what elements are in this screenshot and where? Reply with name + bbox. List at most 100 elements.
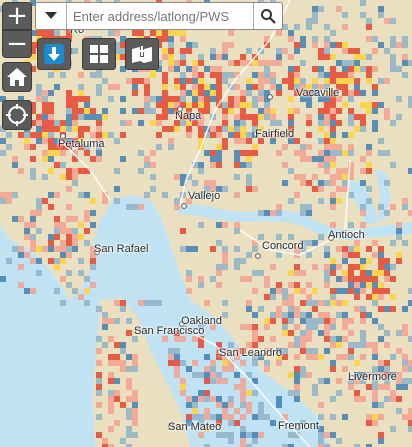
risk-cell bbox=[126, 318, 132, 324]
risk-cell bbox=[48, 234, 54, 240]
risk-cell bbox=[300, 330, 306, 336]
risk-cell bbox=[372, 354, 378, 360]
risk-cell bbox=[372, 294, 378, 300]
risk-cell bbox=[342, 84, 348, 90]
risk-cell bbox=[66, 174, 72, 180]
risk-cell bbox=[204, 102, 210, 108]
risk-cell bbox=[300, 318, 306, 324]
risk-cell bbox=[162, 102, 168, 108]
risk-cell bbox=[240, 276, 246, 282]
risk-cell bbox=[210, 396, 216, 402]
risk-cell bbox=[354, 60, 360, 66]
risk-cell bbox=[192, 60, 198, 66]
risk-cell bbox=[318, 438, 324, 444]
risk-cell bbox=[270, 78, 276, 84]
risk-cell bbox=[48, 156, 54, 162]
risk-cell bbox=[54, 222, 60, 228]
risk-cell bbox=[330, 156, 336, 162]
risk-cell bbox=[330, 162, 336, 168]
risk-cell bbox=[258, 402, 264, 408]
search-type-dropdown[interactable] bbox=[36, 3, 67, 29]
risk-cell bbox=[360, 90, 366, 96]
risk-cell bbox=[204, 354, 210, 360]
risk-cell bbox=[84, 102, 90, 108]
zoom-in-button[interactable]: + bbox=[2, 2, 32, 30]
risk-cell bbox=[246, 372, 252, 378]
basemap-gallery-button[interactable] bbox=[82, 38, 116, 70]
risk-cell bbox=[288, 312, 294, 318]
download-button[interactable] bbox=[37, 38, 71, 70]
search-button[interactable] bbox=[253, 3, 282, 29]
risk-cell bbox=[234, 96, 240, 102]
risk-cell bbox=[36, 96, 42, 102]
risk-cell bbox=[186, 102, 192, 108]
risk-cell bbox=[390, 276, 396, 282]
risk-cell bbox=[318, 186, 324, 192]
risk-cell bbox=[312, 66, 318, 72]
risk-cell bbox=[48, 72, 54, 78]
risk-cell bbox=[234, 192, 240, 198]
locate-button[interactable] bbox=[2, 100, 32, 130]
risk-cell bbox=[318, 354, 324, 360]
home-button[interactable] bbox=[2, 62, 32, 92]
risk-cell bbox=[156, 132, 162, 138]
risk-cell bbox=[186, 270, 192, 276]
risk-cell bbox=[180, 180, 186, 186]
risk-cell bbox=[258, 408, 264, 414]
risk-cell bbox=[300, 288, 306, 294]
risk-cell bbox=[252, 96, 258, 102]
risk-cell bbox=[390, 372, 396, 378]
risk-cell bbox=[306, 330, 312, 336]
risk-cell bbox=[180, 102, 186, 108]
risk-cell bbox=[324, 96, 330, 102]
risk-cell bbox=[60, 162, 66, 168]
risk-cell bbox=[78, 126, 84, 132]
risk-cell bbox=[384, 264, 390, 270]
risk-cell bbox=[192, 180, 198, 186]
risk-cell bbox=[324, 138, 330, 144]
risk-cell bbox=[204, 372, 210, 378]
risk-cell bbox=[402, 306, 408, 312]
risk-cell bbox=[192, 360, 198, 366]
risk-cell bbox=[312, 288, 318, 294]
risk-cell bbox=[294, 354, 300, 360]
risk-cell bbox=[318, 318, 324, 324]
risk-cell bbox=[96, 150, 102, 156]
risk-cell bbox=[402, 60, 408, 66]
risk-cell bbox=[402, 240, 408, 246]
risk-cell bbox=[216, 126, 222, 132]
risk-cell bbox=[174, 366, 180, 372]
risk-cell bbox=[372, 366, 378, 372]
risk-cell bbox=[30, 132, 36, 138]
risk-cell bbox=[150, 174, 156, 180]
delta-river bbox=[345, 180, 378, 225]
risk-cell bbox=[360, 330, 366, 336]
search-input[interactable] bbox=[67, 3, 253, 29]
risk-cell bbox=[30, 102, 36, 108]
risk-cell bbox=[372, 318, 378, 324]
risk-cell bbox=[180, 390, 186, 396]
risk-cell bbox=[240, 378, 246, 384]
risk-cell bbox=[192, 90, 198, 96]
risk-cell bbox=[288, 114, 294, 120]
risk-cell bbox=[210, 162, 216, 168]
risk-cell bbox=[174, 372, 180, 378]
risk-cell bbox=[384, 18, 390, 24]
risk-cell bbox=[318, 300, 324, 306]
risk-cell bbox=[186, 66, 192, 72]
risk-cell bbox=[234, 60, 240, 66]
risk-cell bbox=[240, 402, 246, 408]
risk-cell bbox=[114, 396, 120, 402]
risk-cell bbox=[306, 114, 312, 120]
risk-cell bbox=[192, 246, 198, 252]
risk-cell bbox=[288, 198, 294, 204]
risk-cell bbox=[234, 102, 240, 108]
risk-cell bbox=[162, 126, 168, 132]
risk-cell bbox=[72, 174, 78, 180]
zoom-out-button[interactable]: − bbox=[2, 30, 32, 58]
add-layer-button[interactable] bbox=[125, 38, 159, 70]
risk-cell bbox=[336, 300, 342, 306]
risk-cell bbox=[198, 132, 204, 138]
risk-cell bbox=[378, 306, 384, 312]
